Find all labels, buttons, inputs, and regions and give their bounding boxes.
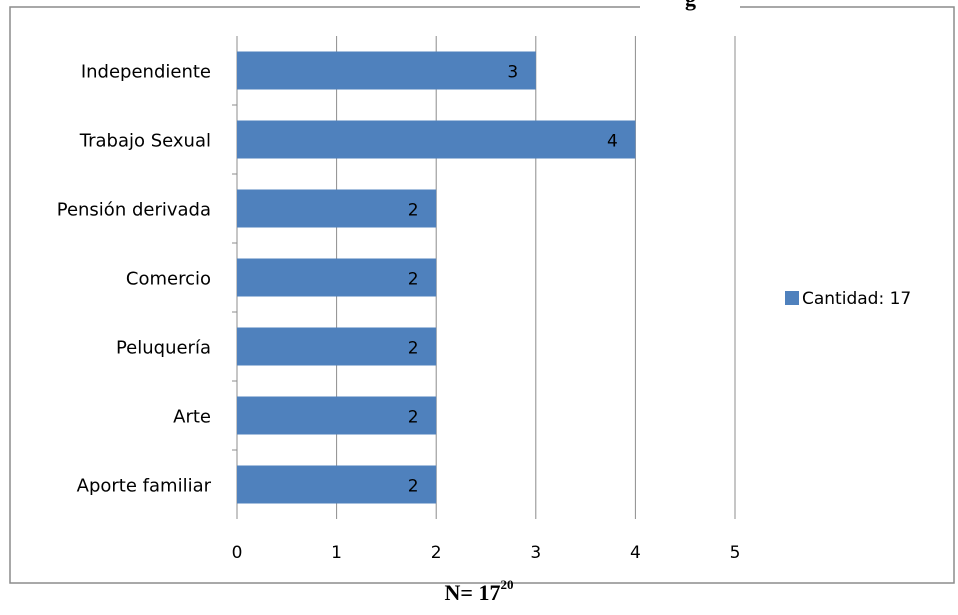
- bar-3: [237, 258, 437, 297]
- category-label-2: Pensión derivada: [57, 200, 211, 221]
- category-label-5: Arte: [173, 407, 211, 428]
- legend-swatch: [785, 291, 799, 305]
- category-label-6: Aporte familiar: [77, 476, 212, 497]
- x-tick-label-1: 1: [331, 543, 342, 563]
- data-label-1: 4: [607, 132, 618, 152]
- bar-0: [237, 51, 536, 90]
- title-mask: [640, 0, 740, 10]
- x-tick-label-3: 3: [530, 543, 541, 563]
- legend: Cantidad: 17: [785, 289, 911, 309]
- sample-size-note: N= 1720: [0, 577, 958, 606]
- data-label-5: 2: [408, 408, 419, 428]
- x-tick-label-5: 5: [730, 543, 741, 563]
- x-tick-label-2: 2: [431, 543, 442, 563]
- bars: [237, 51, 636, 504]
- sample-size-text: N= 17: [444, 580, 501, 605]
- x-tick-label-0: 0: [232, 543, 243, 563]
- footnote-marker: 20: [500, 577, 514, 592]
- x-tick-label-4: 4: [630, 543, 641, 563]
- data-label-6: 2: [408, 477, 419, 497]
- bar-2: [237, 189, 437, 228]
- data-label-4: 2: [408, 339, 419, 359]
- data-label-0: 3: [507, 63, 518, 83]
- x-tick-labels: 0 1 2 3 4 5: [232, 543, 741, 563]
- legend-label: Cantidad: 17: [802, 289, 911, 309]
- data-label-2: 2: [408, 201, 419, 221]
- category-label-0: Independiente: [81, 62, 211, 83]
- category-labels: Independiente Trabajo Sexual Pensión deriv…: [57, 62, 212, 497]
- bar-1: [237, 120, 636, 159]
- chart-title: g: [685, 0, 696, 11]
- category-label-4: Peluquería: [116, 338, 211, 359]
- data-labels: 3 4 2 2 2 2 2: [408, 63, 618, 497]
- bar-6: [237, 465, 437, 504]
- category-label-3: Comercio: [126, 269, 211, 290]
- bar-4: [237, 327, 437, 366]
- data-label-3: 2: [408, 270, 419, 290]
- bar-5: [237, 396, 437, 435]
- category-label-1: Trabajo Sexual: [79, 131, 211, 152]
